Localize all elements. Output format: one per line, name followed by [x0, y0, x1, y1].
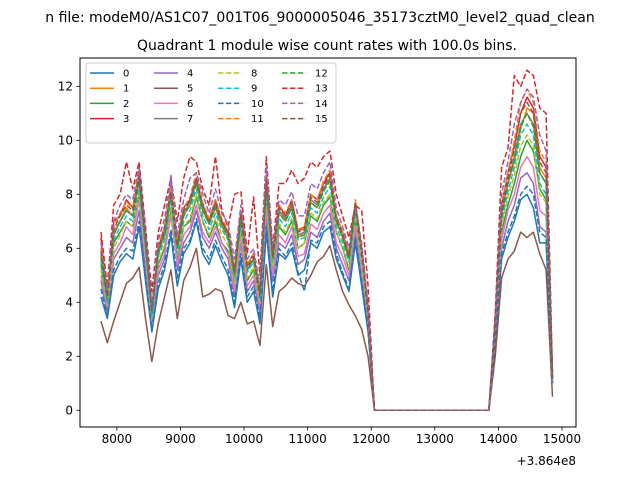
x-tick-label: 11000 [289, 432, 327, 446]
x-offset-label: +3.864e8 [517, 454, 576, 468]
legend-label-1: 1 [123, 84, 129, 95]
series-line-15 [100, 101, 554, 412]
legend-label-15: 15 [315, 114, 328, 125]
y-tick-label: 10 [58, 134, 73, 148]
legend-label-6: 6 [187, 99, 193, 110]
y-tick-label: 6 [65, 242, 73, 256]
series-line-10 [100, 185, 554, 412]
legend-box [85, 62, 337, 144]
x-tick-label: 13000 [416, 432, 454, 446]
legend-label-3: 3 [123, 114, 129, 125]
y-tick-label: 0 [65, 404, 73, 418]
x-tick-label: 8000 [102, 432, 133, 446]
y-tick-label: 4 [65, 296, 73, 310]
plot-area: 8000 9000 10000 11000 12000 13000 14000 15000 0 2… [58, 57, 581, 446]
legend-label-11: 11 [251, 114, 264, 125]
chart-title: Quadrant 1 module wise count rates with … [137, 38, 517, 54]
x-tick-label: 14000 [479, 432, 517, 446]
legend-label-13: 13 [315, 84, 328, 95]
y-tick-label: 12 [58, 80, 73, 94]
axes-frame [79, 57, 577, 428]
legend-label-10: 10 [251, 99, 264, 110]
tick-layer: 8000 9000 10000 11000 12000 13000 14000 15000 0 2… [58, 80, 581, 446]
legend-label-9: 9 [251, 84, 257, 95]
series-layer [100, 69, 554, 412]
y-tick-label: 8 [65, 188, 73, 202]
legend-label-2: 2 [123, 99, 129, 110]
legend-label-8: 8 [251, 69, 257, 80]
legend-label-4: 4 [187, 69, 193, 80]
y-tick-label: 2 [65, 350, 73, 364]
x-tick-label: 9000 [165, 432, 196, 446]
x-tick-label: 12000 [352, 432, 390, 446]
figure-suptitle: n file: modeM0/AS1C07_001T06_9000005046_… [45, 10, 594, 26]
legend-label-12: 12 [315, 69, 328, 80]
legend-label-0: 0 [123, 69, 129, 80]
series-line-11 [100, 88, 554, 412]
legend-label-7: 7 [187, 114, 193, 125]
x-tick-label: 15000 [543, 432, 581, 446]
x-tick-label: 10000 [225, 432, 263, 446]
legend-label-14: 14 [315, 99, 328, 110]
legend-label-5: 5 [187, 84, 193, 95]
